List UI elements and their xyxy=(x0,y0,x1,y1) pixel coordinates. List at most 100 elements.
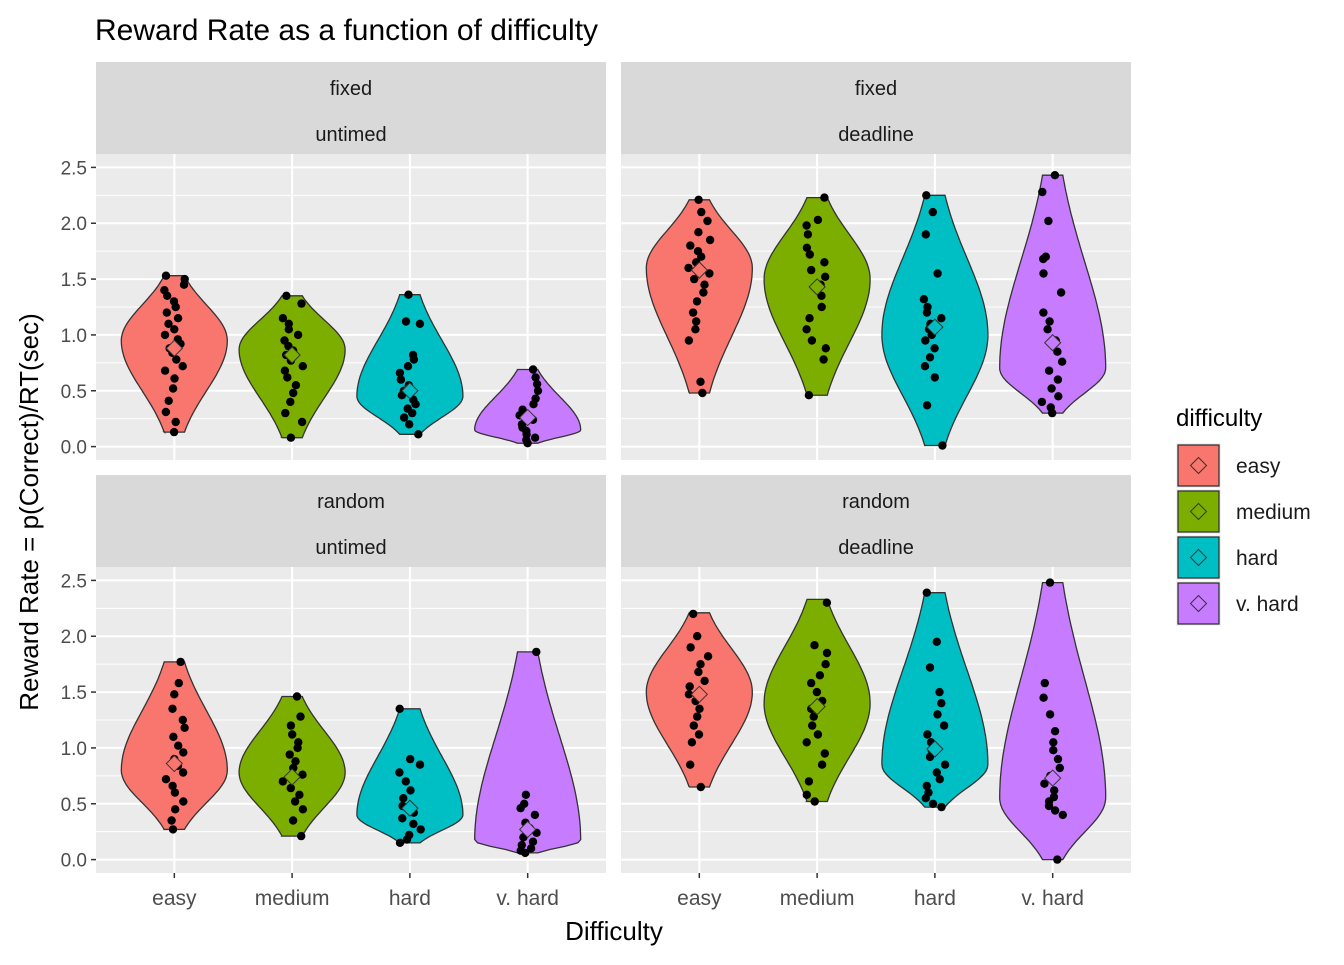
y-tick-label: 1.0 xyxy=(61,739,87,760)
data-point-medium xyxy=(297,417,307,427)
x-tick-label: easy xyxy=(152,887,197,910)
mean-marker-medium xyxy=(283,346,301,364)
data-point-easy xyxy=(170,690,179,699)
data-point-medium xyxy=(820,258,829,267)
data-point-v-hard xyxy=(1050,786,1059,795)
data-point-hard xyxy=(923,730,932,739)
data-point-hard xyxy=(395,838,405,847)
data-point-v-hard xyxy=(528,837,538,846)
data-point-easy xyxy=(690,274,699,284)
data-point-v-hard xyxy=(1040,678,1050,688)
data-point-easy xyxy=(169,427,179,437)
data-point-easy xyxy=(700,280,709,289)
data-point-hard xyxy=(401,317,411,326)
legend-title: difficulty xyxy=(1176,405,1262,432)
legend-diamond-hard xyxy=(1189,548,1208,567)
panel-random-untimed-strip xyxy=(96,475,606,567)
data-point-easy xyxy=(170,788,180,797)
data-point-easy xyxy=(178,715,187,725)
data-point-v-hard xyxy=(1041,252,1051,261)
data-point-easy xyxy=(689,609,698,619)
data-point-hard xyxy=(395,768,404,777)
data-point-v-hard xyxy=(521,790,531,799)
data-point-v-hard xyxy=(533,386,543,395)
data-point-medium xyxy=(813,215,823,225)
data-point-v-hard xyxy=(1050,806,1060,815)
data-point-v-hard xyxy=(531,394,540,403)
data-point-v-hard xyxy=(517,840,526,850)
data-point-easy xyxy=(168,704,177,713)
data-point-easy xyxy=(692,317,701,326)
data-point-hard xyxy=(405,420,414,429)
data-point-hard xyxy=(415,760,425,769)
data-point-v-hard xyxy=(1055,763,1065,773)
data-point-v-hard xyxy=(1037,397,1047,407)
data-point-hard xyxy=(933,269,942,278)
data-point-v-hard xyxy=(1058,810,1068,820)
data-point-v-hard xyxy=(1053,754,1063,764)
data-point-v-hard xyxy=(1038,187,1047,197)
panel-random-deadline-strip-top-label: random xyxy=(842,491,910,513)
data-point-v-hard xyxy=(1039,693,1048,702)
data-point-medium xyxy=(817,302,826,312)
data-point-easy xyxy=(692,297,702,306)
x-tick-label: medium xyxy=(780,887,855,910)
mean-marker-medium xyxy=(808,278,826,296)
y-tick-label: 1.0 xyxy=(61,326,87,347)
data-point-easy xyxy=(700,676,709,686)
y-tick-label: 0.0 xyxy=(61,851,87,872)
data-point-medium xyxy=(297,299,306,308)
legend-label-v-hard: v. hard xyxy=(1236,593,1299,616)
data-point-hard xyxy=(928,799,938,808)
data-point-easy xyxy=(179,748,188,757)
y-tick-label: 2.5 xyxy=(61,571,87,592)
data-point-medium xyxy=(294,738,303,747)
panel-fixed-untimed-strip-bottom-label: untimed xyxy=(315,124,386,146)
data-point-hard xyxy=(921,230,930,239)
data-point-medium xyxy=(817,291,826,300)
data-point-medium xyxy=(807,336,817,345)
data-point-easy xyxy=(160,330,170,340)
mean-marker-v-hard xyxy=(518,408,537,427)
data-point-hard xyxy=(405,830,414,840)
data-point-medium xyxy=(808,721,817,730)
data-point-hard xyxy=(414,430,423,439)
data-point-v-hard xyxy=(1049,746,1058,755)
data-point-v-hard xyxy=(532,379,542,389)
data-point-medium xyxy=(281,408,290,418)
data-point-hard xyxy=(930,344,939,353)
data-point-v-hard xyxy=(530,810,540,820)
data-point-hard xyxy=(399,413,409,422)
data-point-v-hard xyxy=(1056,288,1066,297)
data-point-medium xyxy=(809,712,818,721)
mean-marker-hard xyxy=(401,382,419,400)
data-point-easy xyxy=(161,775,171,784)
data-point-hard xyxy=(922,781,931,791)
data-point-medium xyxy=(805,250,814,259)
data-point-medium xyxy=(286,783,295,793)
data-point-easy xyxy=(176,657,185,667)
legend-swatch-hard xyxy=(1177,536,1220,579)
data-point-hard xyxy=(922,588,931,597)
data-point-medium xyxy=(821,272,830,281)
data-point-easy xyxy=(180,274,189,284)
data-point-hard xyxy=(406,754,415,764)
legend-swatch-v-hard xyxy=(1177,582,1220,625)
violin-v-hard xyxy=(474,368,582,444)
mean-marker-easy xyxy=(165,339,184,358)
y-tick-label: 0.0 xyxy=(61,438,87,459)
data-point-easy xyxy=(171,805,180,814)
legend-swatch-medium xyxy=(1177,490,1220,533)
data-point-medium xyxy=(288,816,298,825)
data-point-medium xyxy=(813,730,823,739)
data-point-easy xyxy=(705,235,715,245)
data-point-hard xyxy=(403,362,413,371)
data-point-easy xyxy=(699,288,708,297)
data-point-v-hard xyxy=(1057,357,1067,366)
panel-fixed-deadline-strip-top-label: fixed xyxy=(855,78,897,100)
data-point-easy xyxy=(686,760,695,769)
data-point-v-hard xyxy=(1040,779,1049,788)
data-point-medium xyxy=(291,757,300,766)
